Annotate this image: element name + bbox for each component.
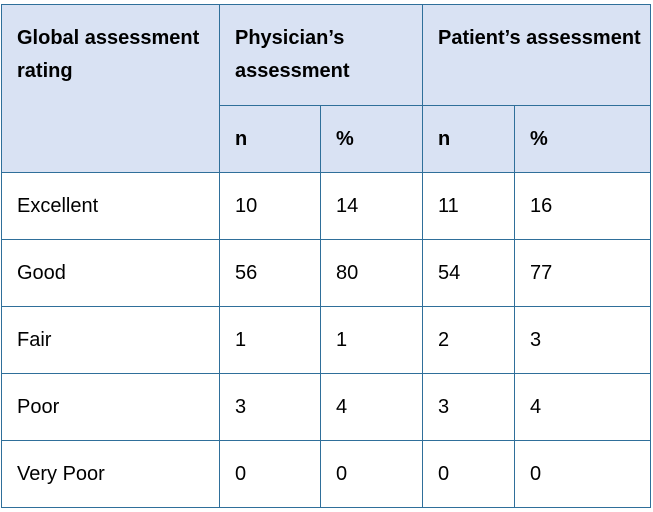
table-row: Very Poor 0 0 0 0 bbox=[1, 440, 652, 508]
header-row-subcolumns: n % n % bbox=[2, 105, 652, 173]
cell-patient-n: 3 bbox=[422, 373, 515, 441]
header-physician-percent: % bbox=[320, 105, 423, 173]
header-row-groups: Global assessment rating Physician’s ass… bbox=[1, 4, 652, 173]
cell-physician-n: 3 bbox=[219, 373, 321, 441]
cell-physician-percent: 1 bbox=[320, 306, 423, 374]
cell-rating: Fair bbox=[1, 306, 220, 374]
cell-patient-percent: 0 bbox=[513, 440, 652, 508]
cell-physician-percent: 0 bbox=[320, 440, 423, 508]
table-row: Excellent 10 14 11 16 bbox=[1, 172, 652, 240]
cell-physician-n: 0 bbox=[219, 440, 321, 508]
table-row: Fair 1 1 2 3 bbox=[1, 306, 652, 374]
header-patient: Patient’s assessment bbox=[421, 4, 652, 106]
cell-physician-n: 10 bbox=[219, 172, 321, 240]
cell-patient-n: 54 bbox=[422, 239, 515, 307]
cell-physician-n: 56 bbox=[219, 239, 321, 307]
cell-rating: Poor bbox=[1, 373, 220, 441]
header-patient-n: n bbox=[422, 105, 515, 173]
table-body: Excellent 10 14 11 16 Good 56 80 54 77 F… bbox=[1, 172, 652, 508]
header-patient-percent: % bbox=[513, 105, 652, 173]
header-rating: Global assessment rating bbox=[1, 4, 220, 173]
cell-rating: Good bbox=[1, 239, 220, 307]
assessment-table: Global assessment rating Physician’s ass… bbox=[1, 4, 652, 508]
cell-patient-n: 2 bbox=[422, 306, 515, 374]
cell-patient-percent: 77 bbox=[513, 239, 652, 307]
cell-rating: Very Poor bbox=[1, 440, 220, 508]
table-row: Good 56 80 54 77 bbox=[1, 239, 652, 307]
header-physician: Physician’s assessment bbox=[219, 4, 423, 106]
cell-patient-percent: 16 bbox=[513, 172, 652, 240]
cell-physician-percent: 80 bbox=[320, 239, 423, 307]
cell-physician-percent: 14 bbox=[320, 172, 423, 240]
table-header: Global assessment rating Physician’s ass… bbox=[1, 4, 652, 173]
cell-physician-percent: 4 bbox=[320, 373, 423, 441]
cell-physician-n: 1 bbox=[219, 306, 321, 374]
cell-patient-n: 11 bbox=[422, 172, 515, 240]
cell-rating: Excellent bbox=[1, 172, 220, 240]
header-physician-n: n bbox=[219, 105, 321, 173]
cell-patient-percent: 4 bbox=[513, 373, 652, 441]
cell-patient-percent: 3 bbox=[513, 306, 652, 374]
table-row: Poor 3 4 3 4 bbox=[1, 373, 652, 441]
cell-patient-n: 0 bbox=[422, 440, 515, 508]
